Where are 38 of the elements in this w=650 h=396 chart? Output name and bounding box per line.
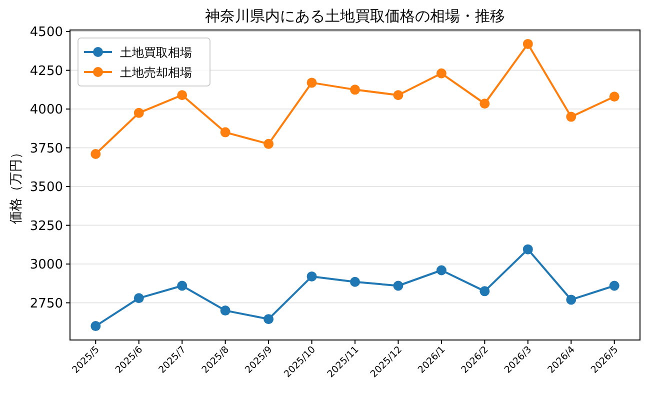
- y-tick-label: 3000: [30, 258, 63, 273]
- point: [566, 294, 576, 305]
- y-tick-label: 2750: [30, 296, 63, 312]
- point: [609, 92, 620, 102]
- point: [90, 149, 101, 159]
- point: [177, 280, 188, 291]
- point: [306, 78, 317, 88]
- y-tick-label: 4500: [30, 25, 63, 40]
- point: [393, 280, 404, 291]
- y-tick-label: 3750: [30, 141, 63, 156]
- point: [264, 314, 274, 324]
- point: [436, 68, 446, 78]
- point: [393, 90, 404, 100]
- legend-label: 土地買取相場: [120, 46, 192, 60]
- point: [350, 84, 360, 95]
- y-tick-label: 4250: [30, 64, 63, 79]
- point: [177, 90, 188, 100]
- y-tick-label: 3500: [30, 180, 63, 196]
- point: [134, 293, 144, 304]
- point: [566, 112, 576, 122]
- point: [522, 244, 533, 254]
- point: [90, 321, 101, 332]
- point: [350, 276, 360, 287]
- point: [220, 127, 230, 138]
- chart-title: 神奈川県内にある土地買取価格の相場・推移: [205, 7, 505, 25]
- point: [609, 280, 620, 291]
- legend-label: 土地売却相場: [120, 66, 192, 80]
- point: [134, 108, 144, 118]
- point: [480, 98, 490, 109]
- y-tick-label: 4000: [30, 102, 63, 118]
- point: [522, 38, 533, 49]
- y-tick-label: 3250: [30, 218, 63, 234]
- point: [436, 265, 446, 276]
- point: [480, 286, 490, 296]
- y-axis-title: 価格（万円）: [9, 146, 24, 224]
- point: [306, 271, 317, 282]
- point: [220, 306, 230, 316]
- point: [264, 138, 274, 149]
